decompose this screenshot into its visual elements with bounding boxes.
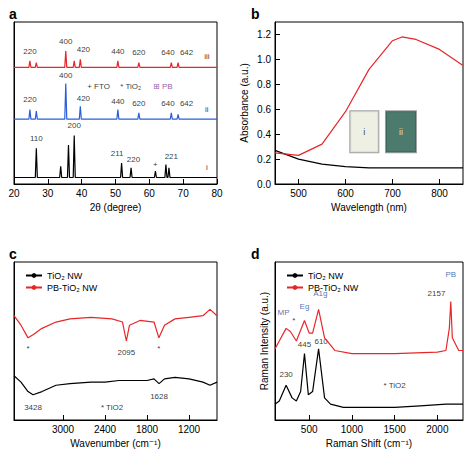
svg-text:640: 640 [161, 99, 175, 108]
svg-text:211: 211 [111, 149, 124, 158]
svg-text:i: i [206, 163, 208, 172]
svg-text:642: 642 [180, 99, 194, 108]
svg-text:640: 640 [161, 48, 175, 57]
svg-text:600: 600 [337, 188, 354, 199]
svg-text:PB: PB [445, 270, 456, 279]
svg-text:ii: ii [205, 105, 209, 114]
svg-text:420: 420 [77, 94, 91, 103]
svg-text:* TiO2: * TiO2 [384, 381, 407, 390]
svg-text:Raman Intensity (a.u.): Raman Intensity (a.u.) [259, 292, 270, 390]
svg-text:*: * [292, 316, 295, 325]
svg-text:* TiO2: * TiO2 [101, 403, 124, 412]
svg-text:1000: 1000 [341, 424, 364, 435]
svg-text:3428: 3428 [24, 403, 42, 412]
svg-text:800: 800 [431, 188, 448, 199]
svg-text:Raman Shift (cm⁻¹): Raman Shift (cm⁻¹) [326, 438, 412, 449]
svg-text:iii: iii [204, 52, 210, 61]
svg-text:+ FTO: + FTO [87, 82, 110, 91]
svg-text:1.2: 1.2 [257, 29, 271, 40]
svg-text:500: 500 [301, 424, 318, 435]
svg-text:230: 230 [279, 370, 293, 379]
svg-text:80: 80 [211, 188, 223, 199]
svg-text:700: 700 [384, 188, 401, 199]
svg-text:642: 642 [180, 48, 194, 57]
svg-text:400: 400 [59, 71, 73, 80]
svg-text:620: 620 [132, 48, 146, 57]
svg-text:70: 70 [178, 188, 190, 199]
svg-text:440: 440 [111, 97, 125, 106]
svg-text:1.0: 1.0 [257, 54, 271, 65]
svg-text:TiO₂ NW: TiO₂ NW [47, 271, 83, 281]
svg-text:420: 420 [77, 45, 91, 54]
svg-text:220: 220 [127, 155, 141, 164]
svg-text:610: 610 [314, 337, 328, 346]
svg-text:0.8: 0.8 [257, 79, 271, 90]
svg-text:445: 445 [298, 340, 312, 349]
svg-text:Eg: Eg [300, 302, 310, 311]
svg-text:0.0: 0.0 [257, 179, 271, 190]
svg-text:a: a [9, 6, 17, 22]
svg-text:40: 40 [76, 188, 88, 199]
svg-text:c: c [9, 246, 17, 262]
svg-text:2157: 2157 [428, 289, 446, 298]
svg-text:1628: 1628 [150, 392, 168, 401]
svg-text:Absorbance (a.u.): Absorbance (a.u.) [239, 63, 250, 143]
svg-text:220: 220 [23, 95, 37, 104]
svg-text:+: + [153, 160, 158, 169]
svg-text:Wavelength (nm): Wavelength (nm) [331, 202, 407, 213]
svg-text:PB-TiO₂ NW: PB-TiO₂ NW [308, 283, 359, 293]
svg-text:1200: 1200 [178, 424, 201, 435]
svg-text:⊞ PB: ⊞ PB [153, 82, 173, 91]
svg-text:i: i [363, 127, 365, 137]
svg-text:b: b [251, 6, 260, 22]
svg-text:110: 110 [30, 134, 43, 143]
svg-text:1800: 1800 [136, 424, 159, 435]
svg-text:220: 220 [23, 47, 37, 56]
svg-text:400: 400 [59, 37, 73, 46]
svg-text:d: d [251, 246, 260, 262]
svg-text:*: * [157, 344, 160, 353]
svg-text:PB-TiO₂ NW: PB-TiO₂ NW [47, 283, 98, 293]
svg-text:2000: 2000 [426, 424, 449, 435]
svg-text:60: 60 [144, 188, 156, 199]
svg-text:TiO₂ NW: TiO₂ NW [308, 271, 344, 281]
svg-text:1500: 1500 [384, 424, 407, 435]
svg-text:A1g: A1g [313, 289, 328, 299]
svg-text:Wavenumber (cm⁻¹): Wavenumber (cm⁻¹) [70, 438, 160, 449]
svg-text:30: 30 [42, 188, 54, 199]
svg-text:* TiO₂: * TiO₂ [120, 82, 141, 91]
svg-text:ii: ii [399, 127, 403, 137]
svg-text:*: * [26, 344, 29, 353]
svg-text:620: 620 [132, 99, 146, 108]
svg-text:440: 440 [111, 47, 125, 56]
svg-text:0.2: 0.2 [257, 154, 271, 165]
svg-text:50: 50 [110, 188, 122, 199]
svg-text:0.6: 0.6 [257, 104, 271, 115]
svg-text:200: 200 [68, 121, 82, 130]
svg-text:3000: 3000 [52, 424, 75, 435]
svg-text:2400: 2400 [94, 424, 117, 435]
svg-text:2θ (degree): 2θ (degree) [90, 202, 142, 213]
svg-text:0.4: 0.4 [257, 129, 271, 140]
svg-text:MP: MP [278, 308, 290, 317]
svg-text:2095: 2095 [117, 348, 135, 357]
svg-text:500: 500 [290, 188, 307, 199]
svg-text:221: 221 [165, 152, 179, 161]
svg-text:20: 20 [8, 188, 20, 199]
